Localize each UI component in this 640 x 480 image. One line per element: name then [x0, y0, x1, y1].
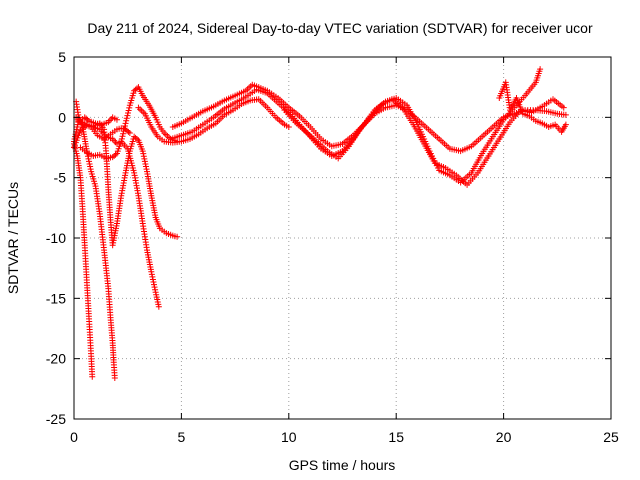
axis-ticks: 0 5 10 15 20 25 5 0 -5 -10 -15 -20 -25	[46, 49, 619, 445]
data-markers	[496, 79, 569, 135]
series-track-11	[281, 96, 567, 188]
x-tick-label: 5	[178, 429, 186, 445]
y-tick-label: 5	[58, 49, 66, 65]
x-tick-label: 0	[70, 429, 78, 445]
y-tick-label: -10	[46, 230, 66, 246]
series-track-8	[135, 96, 292, 146]
data-markers	[135, 96, 292, 146]
data-markers	[281, 96, 567, 188]
y-tick-label: -25	[46, 411, 66, 427]
x-tick-label: 25	[603, 429, 619, 445]
y-tick-label: -15	[46, 290, 66, 306]
chart-title: Day 211 of 2024, Sidereal Day-to-day VTE…	[87, 20, 593, 36]
data-markers	[167, 66, 544, 186]
data-markers	[73, 98, 118, 381]
series-track-5	[77, 84, 181, 162]
series-track-1	[73, 98, 118, 381]
plot-area	[71, 66, 569, 381]
y-tick-label: -20	[46, 351, 66, 367]
y-axis-label: SDTVAR / TECUs	[5, 182, 21, 294]
series-track-10	[167, 66, 544, 186]
y-tick-label: -5	[54, 170, 67, 186]
x-tick-label: 15	[388, 429, 404, 445]
x-tick-label: 10	[281, 429, 297, 445]
x-axis-label: GPS time / hours	[289, 457, 396, 473]
x-tick-label: 20	[496, 429, 512, 445]
series-track-12	[496, 79, 569, 135]
y-tick-label: 0	[58, 109, 66, 125]
data-markers	[77, 84, 181, 162]
